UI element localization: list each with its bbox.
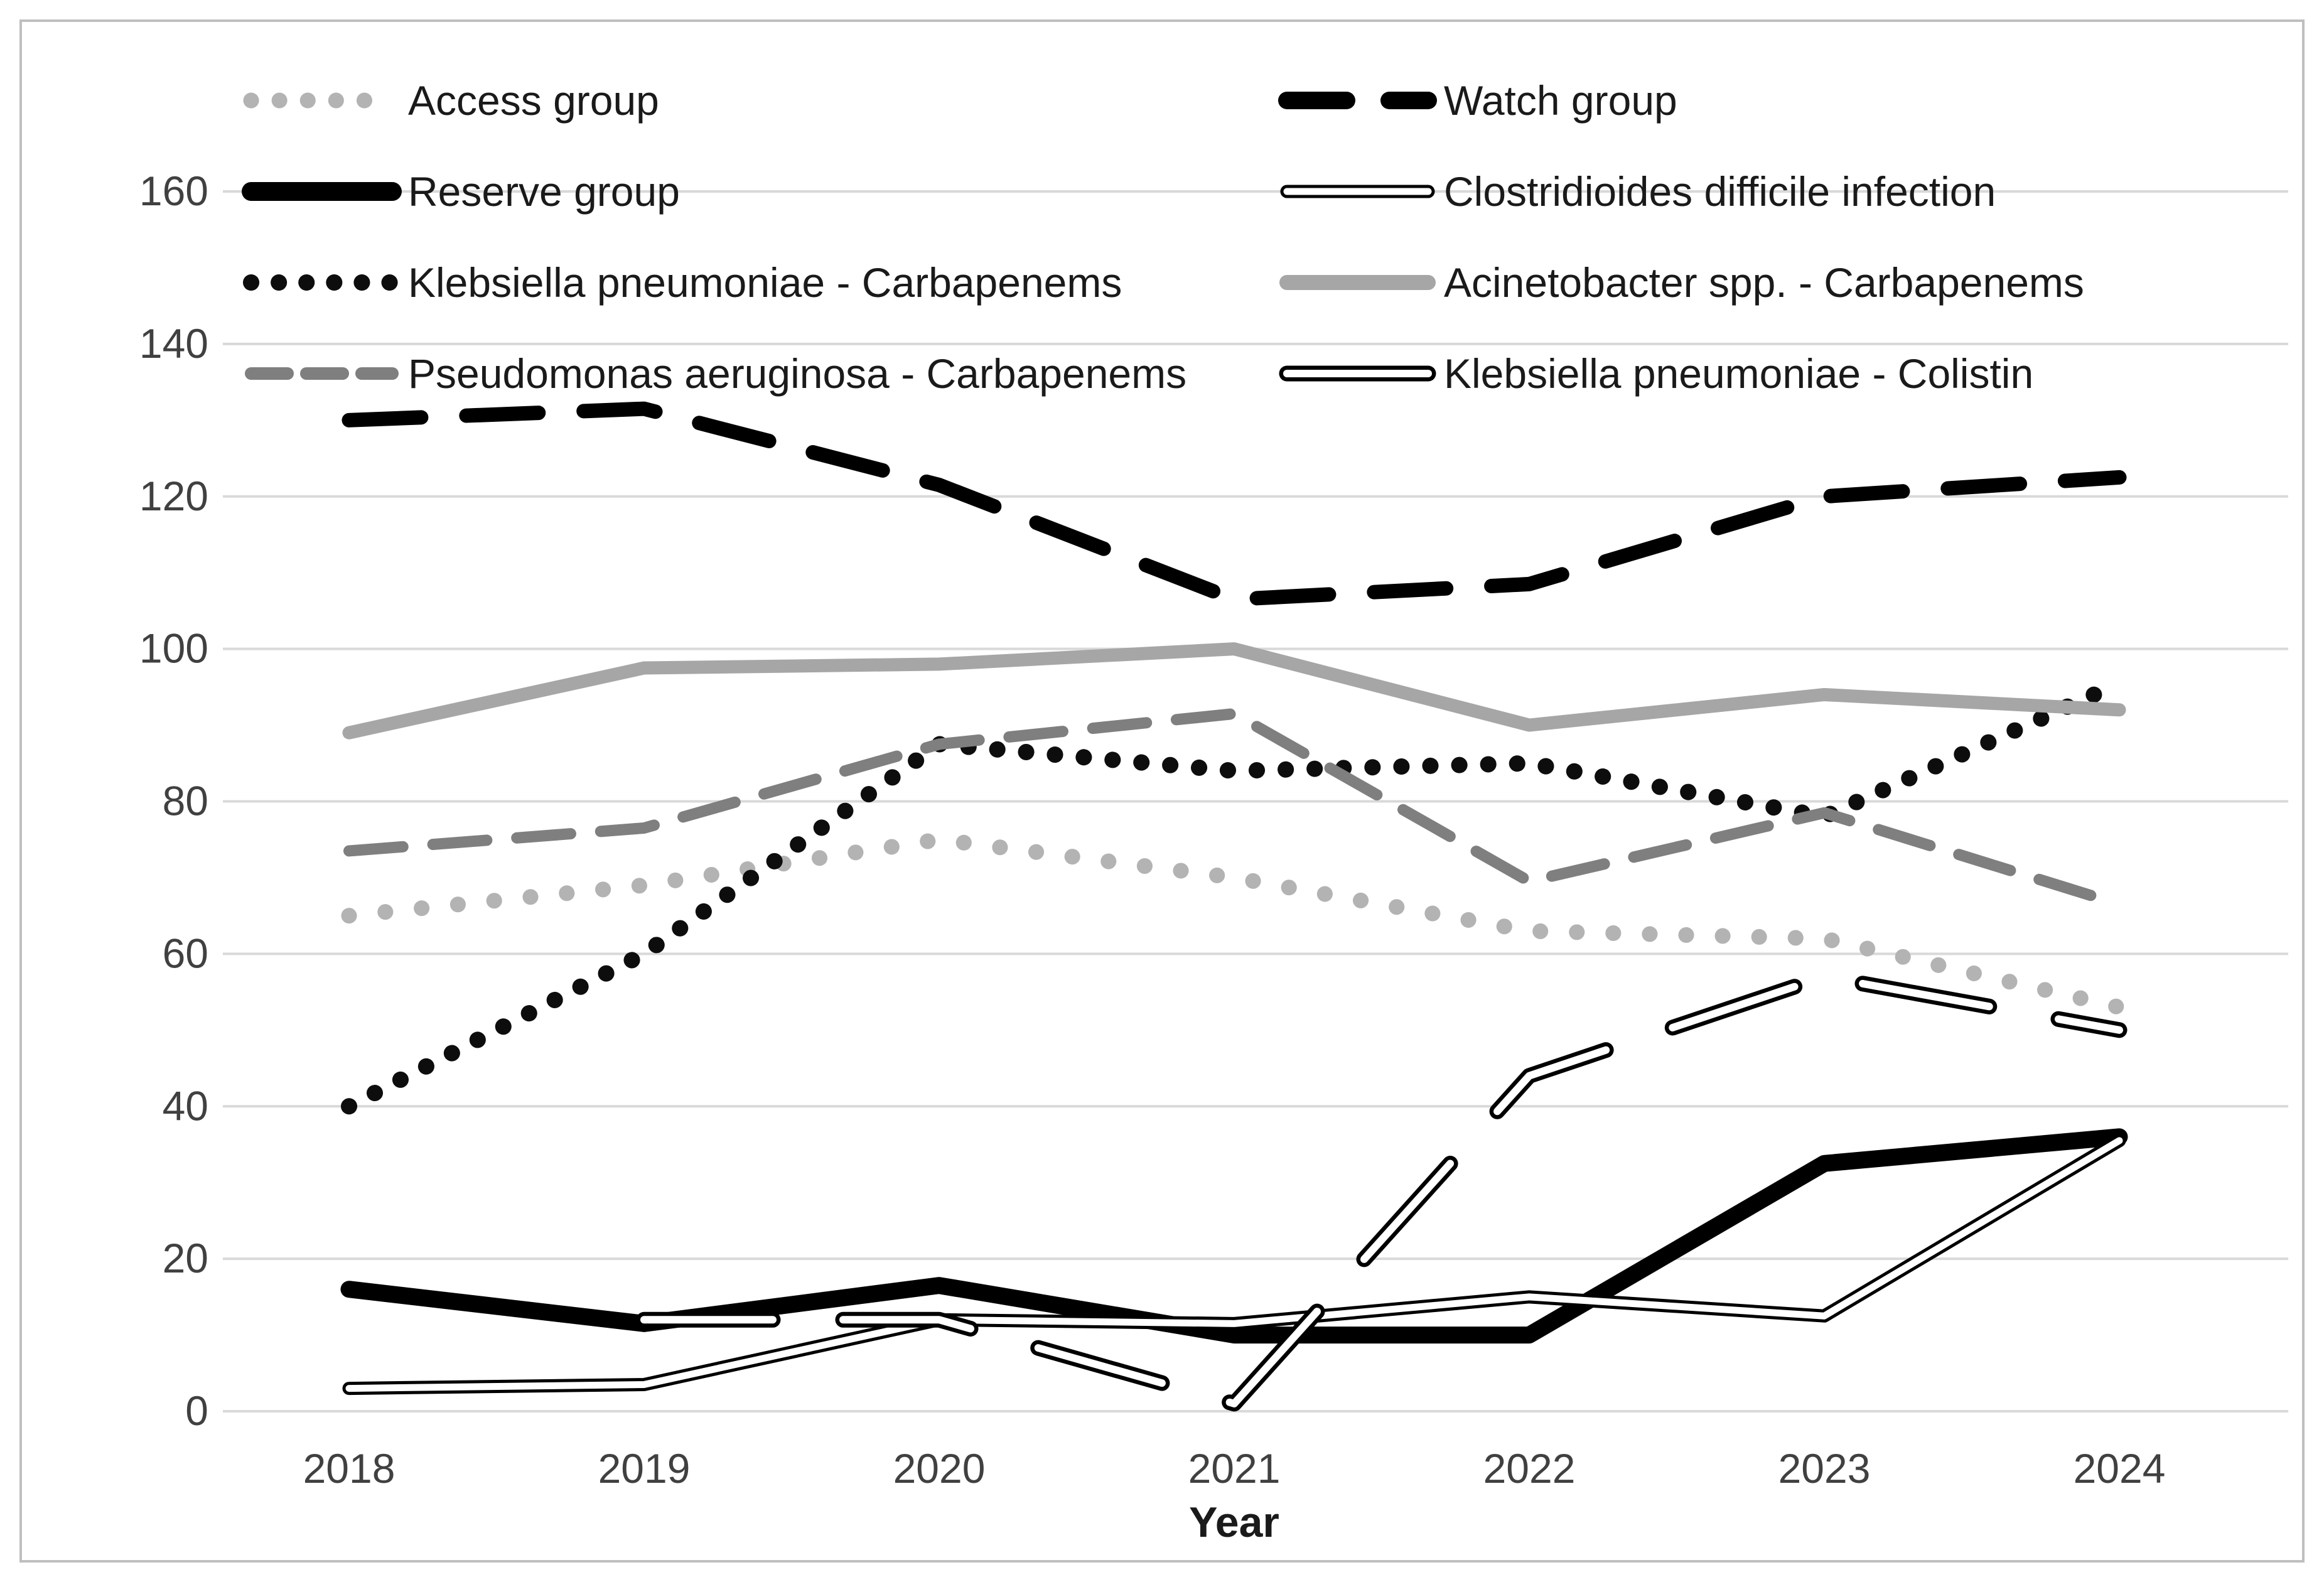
x-tick-label-2019: 2019 bbox=[598, 1445, 691, 1492]
legend-label-clostridioides-difficile-infection: Clostridioides difficile infection bbox=[1444, 168, 1996, 215]
series-line-klebsiella-pneumoniae-colistin-core bbox=[640, 972, 2123, 1407]
legend-label-pseudomonas-aeruginosa-carbapenems: Pseudomonas aeruginosa - Carbapenems bbox=[408, 350, 1186, 397]
legend-item-access-group: Access group bbox=[243, 77, 659, 124]
x-tick-label-2024: 2024 bbox=[2074, 1445, 2166, 1492]
x-tick-label-2022: 2022 bbox=[1483, 1445, 1576, 1492]
legend-label-watch-group: Watch group bbox=[1444, 77, 1677, 124]
legend-item-pseudomonas-aeruginosa-carbapenems: Pseudomonas aeruginosa - Carbapenems bbox=[245, 350, 1186, 397]
legend: Access group Watch group Reserve group Clos… bbox=[242, 77, 2084, 397]
y-tick-label-80: 80 bbox=[163, 778, 208, 824]
x-axis-title: Year bbox=[1189, 1499, 1279, 1546]
y-tick-label-120: 120 bbox=[139, 473, 208, 519]
legend-item-klebsiella-pneumoniae-colistin: Klebsiella pneumoniae - Colistin bbox=[1279, 350, 2033, 397]
x-tick-label-2020: 2020 bbox=[893, 1445, 986, 1492]
legend-item-reserve-group: Reserve group bbox=[242, 168, 680, 215]
y-axis-tick-labels: 0 20 40 60 80 100 120 140 160 bbox=[139, 168, 208, 1434]
legend-label-klebsiella-pneumoniae-colistin: Klebsiella pneumoniae - Colistin bbox=[1444, 350, 2033, 397]
x-axis-tick-labels: 2018 2019 2020 2021 2022 2023 2024 bbox=[303, 1445, 2166, 1492]
legend-label-acinetobacter-spp-carbapenems: Acinetobacter spp. - Carbapenems bbox=[1444, 259, 2084, 306]
legend-item-acinetobacter-spp-carbapenems: Acinetobacter spp. - Carbapenems bbox=[1279, 259, 2084, 306]
y-tick-label-60: 60 bbox=[163, 930, 208, 976]
legend-item-watch-group: Watch group bbox=[1278, 77, 1677, 124]
series-watch-group bbox=[342, 401, 2127, 607]
x-tick-label-2018: 2018 bbox=[303, 1445, 395, 1492]
series-klebsiella-pneumoniae-colistin bbox=[636, 969, 2128, 1412]
series-line-clostridioides-difficile-infection-core bbox=[345, 1137, 2123, 1392]
x-tick-label-2023: 2023 bbox=[1778, 1445, 1871, 1492]
legend-item-klebsiella-pneumoniae-carbapenems: Klebsiella pneumoniae - Carbapenems bbox=[243, 259, 1122, 306]
series-access-group bbox=[341, 831, 2128, 1015]
series-line-access-group bbox=[341, 831, 2128, 1015]
legend-label-reserve-group: Reserve group bbox=[408, 168, 680, 215]
series-acinetobacter-spp-carbapenems bbox=[342, 642, 2126, 740]
data-series bbox=[340, 401, 2128, 1412]
y-tick-label-20: 20 bbox=[163, 1235, 208, 1281]
chart-frame bbox=[19, 19, 2305, 1563]
series-line-pseudomonas-aeruginosa-carbapenems bbox=[343, 708, 2125, 910]
legend-label-access-group: Access group bbox=[408, 77, 659, 124]
series-line-acinetobacter-spp-carbapenems bbox=[342, 642, 2126, 740]
legend-label-klebsiella-pneumoniae-carbapenems: Klebsiella pneumoniae - Carbapenems bbox=[408, 259, 1122, 306]
x-tick-label-2021: 2021 bbox=[1188, 1445, 1281, 1492]
y-tick-label-0: 0 bbox=[185, 1387, 208, 1434]
y-tick-label-40: 40 bbox=[163, 1082, 208, 1129]
y-tick-label-160: 160 bbox=[139, 168, 208, 214]
legend-item-clostridioides-difficile-infection: Clostridioides difficile infection bbox=[1280, 168, 1996, 215]
series-line-watch-group bbox=[342, 401, 2127, 607]
y-tick-label-140: 140 bbox=[139, 320, 208, 367]
y-tick-label-100: 100 bbox=[139, 625, 208, 672]
series-clostridioides-difficile-infection bbox=[342, 1134, 2126, 1396]
series-pseudomonas-aeruginosa-carbapenems bbox=[343, 708, 2125, 910]
